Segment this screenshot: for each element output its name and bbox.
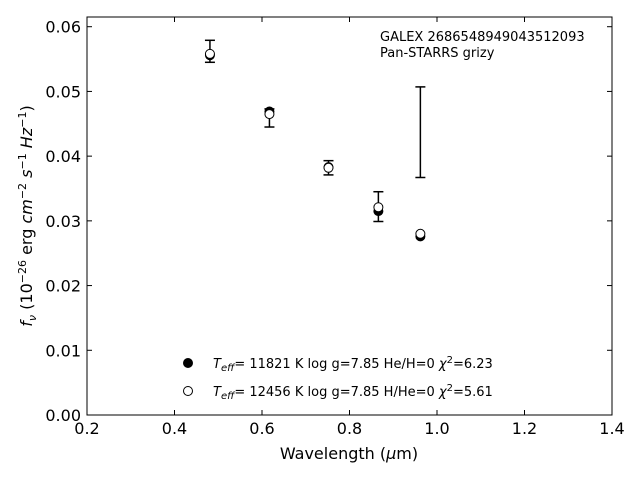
legend-marker-open: [183, 386, 193, 396]
y-tick-label: 0.04: [45, 147, 81, 166]
data-point-open: [373, 202, 384, 213]
x-tick-label: 0.4: [162, 419, 187, 438]
y-axis-ticks: 0.00 0.01 0.02 0.03 0.04 0.05 0.06: [45, 18, 612, 425]
data-point-open: [323, 162, 334, 173]
annotation-survey-name: Pan-STARRS grizy: [380, 46, 495, 61]
x-tick-label: 0.6: [249, 419, 274, 438]
x-tick-label: 1.0: [424, 419, 449, 438]
y-tick-label: 0.02: [45, 277, 81, 296]
observed-errorbars: [204, 39, 426, 223]
legend-entry-open: Teff= 12456 K log g=7.85 H/He=0 χ2=5.61: [213, 383, 493, 402]
legend-marker-filled: [183, 358, 193, 368]
legend-entry-filled: Teff= 11821 K log g=7.85 He/H=0 χ2=6.23: [213, 355, 493, 374]
y-tick-label: 0.05: [45, 82, 81, 101]
data-point-open: [204, 48, 215, 59]
x-axis-label: Wavelength (μm): [280, 444, 418, 463]
x-axis-ticks: 0.2 0.4 0.6 0.8 1.0 1.2 1.4: [74, 17, 625, 438]
x-tick-label: 1.2: [512, 419, 537, 438]
legend: Teff= 11821 K log g=7.85 He/H=0 χ2=6.23 …: [183, 355, 493, 402]
y-tick-label: 0.03: [45, 212, 81, 231]
annotation-object-name: GALEX 2686548949043512093: [380, 30, 585, 45]
data-point-open: [415, 228, 426, 239]
data-point-open: [264, 109, 275, 120]
x-tick-label: 0.2: [74, 419, 99, 438]
y-tick-label: 0.06: [45, 18, 81, 37]
y-tick-label: 0.01: [45, 341, 81, 360]
y-axis-label: fν (10−26 erg cm−2 s−1 Hz−1): [16, 105, 39, 326]
x-tick-label: 1.4: [599, 419, 624, 438]
errorbar: [415, 86, 426, 179]
x-tick-label: 0.8: [337, 419, 362, 438]
model-series-open: [204, 48, 426, 239]
y-tick-label: 0.00: [45, 406, 81, 425]
